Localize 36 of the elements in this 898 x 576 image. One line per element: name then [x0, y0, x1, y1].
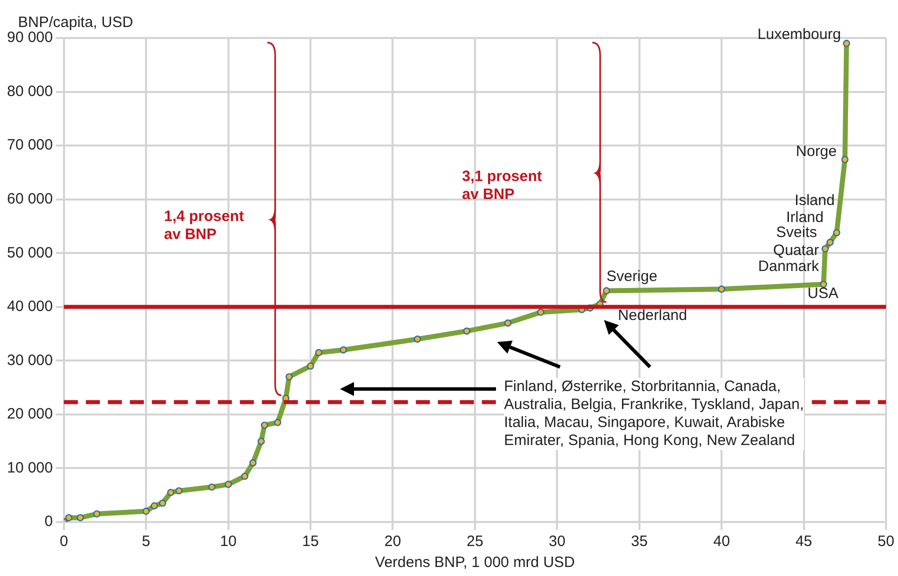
- annotation: Luxembourg: [758, 26, 841, 44]
- y-tick-label: 50 000: [6, 244, 53, 262]
- y-tick-label: 30 000: [6, 352, 53, 369]
- annotation: Island: [794, 192, 835, 210]
- annotation: Sverige: [606, 268, 658, 286]
- annotation: Danmark: [758, 258, 820, 276]
- annotation: Irland: [786, 209, 824, 226]
- y-tick-label: 20 000: [6, 406, 53, 423]
- annotation: Quatar: [773, 242, 820, 260]
- y-tick-label: 70 000: [6, 136, 53, 154]
- x-tick-label: 45: [795, 533, 812, 550]
- annotation: Sveits: [776, 224, 818, 242]
- annotation: Finland, Østerrike, Storbritannia, Canada, Australia, Belgia, Frankrike, Tyskland, Japan, Italia, Macau, Singapore, Kuwait, Arabiske Emirater, Spania, Hong Kong, New Zealand: [504, 378, 804, 450]
- x-tick-label: 10: [220, 533, 237, 550]
- y-tick-label: 10 000: [6, 459, 53, 476]
- x-axis-title: Verdens BNP, 1 000 mrd USD: [375, 554, 576, 572]
- x-tick-label: 20: [384, 533, 402, 550]
- annotation: Norge: [796, 142, 837, 161]
- x-tick-label: 50: [878, 533, 894, 550]
- y-tick-label: 90 000: [6, 29, 53, 46]
- annotation: 1,4 prosent av BNP: [164, 208, 244, 244]
- y-tick-label: 60 000: [6, 190, 53, 208]
- x-tick-label: 35: [631, 533, 648, 550]
- annotation: USA: [808, 285, 838, 304]
- x-tick-label: 15: [302, 533, 319, 550]
- x-tick-label: 30: [548, 533, 566, 550]
- x-tick-label: 0: [60, 533, 68, 550]
- x-tick-label: 25: [466, 533, 484, 550]
- y-tick-label: 80 000: [6, 82, 53, 100]
- annotation: 3,1 prosent av BNP: [462, 168, 542, 204]
- y-tick-label: 40 000: [6, 298, 53, 316]
- y-tick-label: 0: [44, 513, 53, 530]
- annotation: Nederland: [618, 307, 688, 326]
- x-tick-label: 40: [713, 533, 730, 550]
- x-tick-label: 5: [142, 533, 150, 550]
- y-axis-title: BNP/capita, USD: [18, 14, 134, 31]
